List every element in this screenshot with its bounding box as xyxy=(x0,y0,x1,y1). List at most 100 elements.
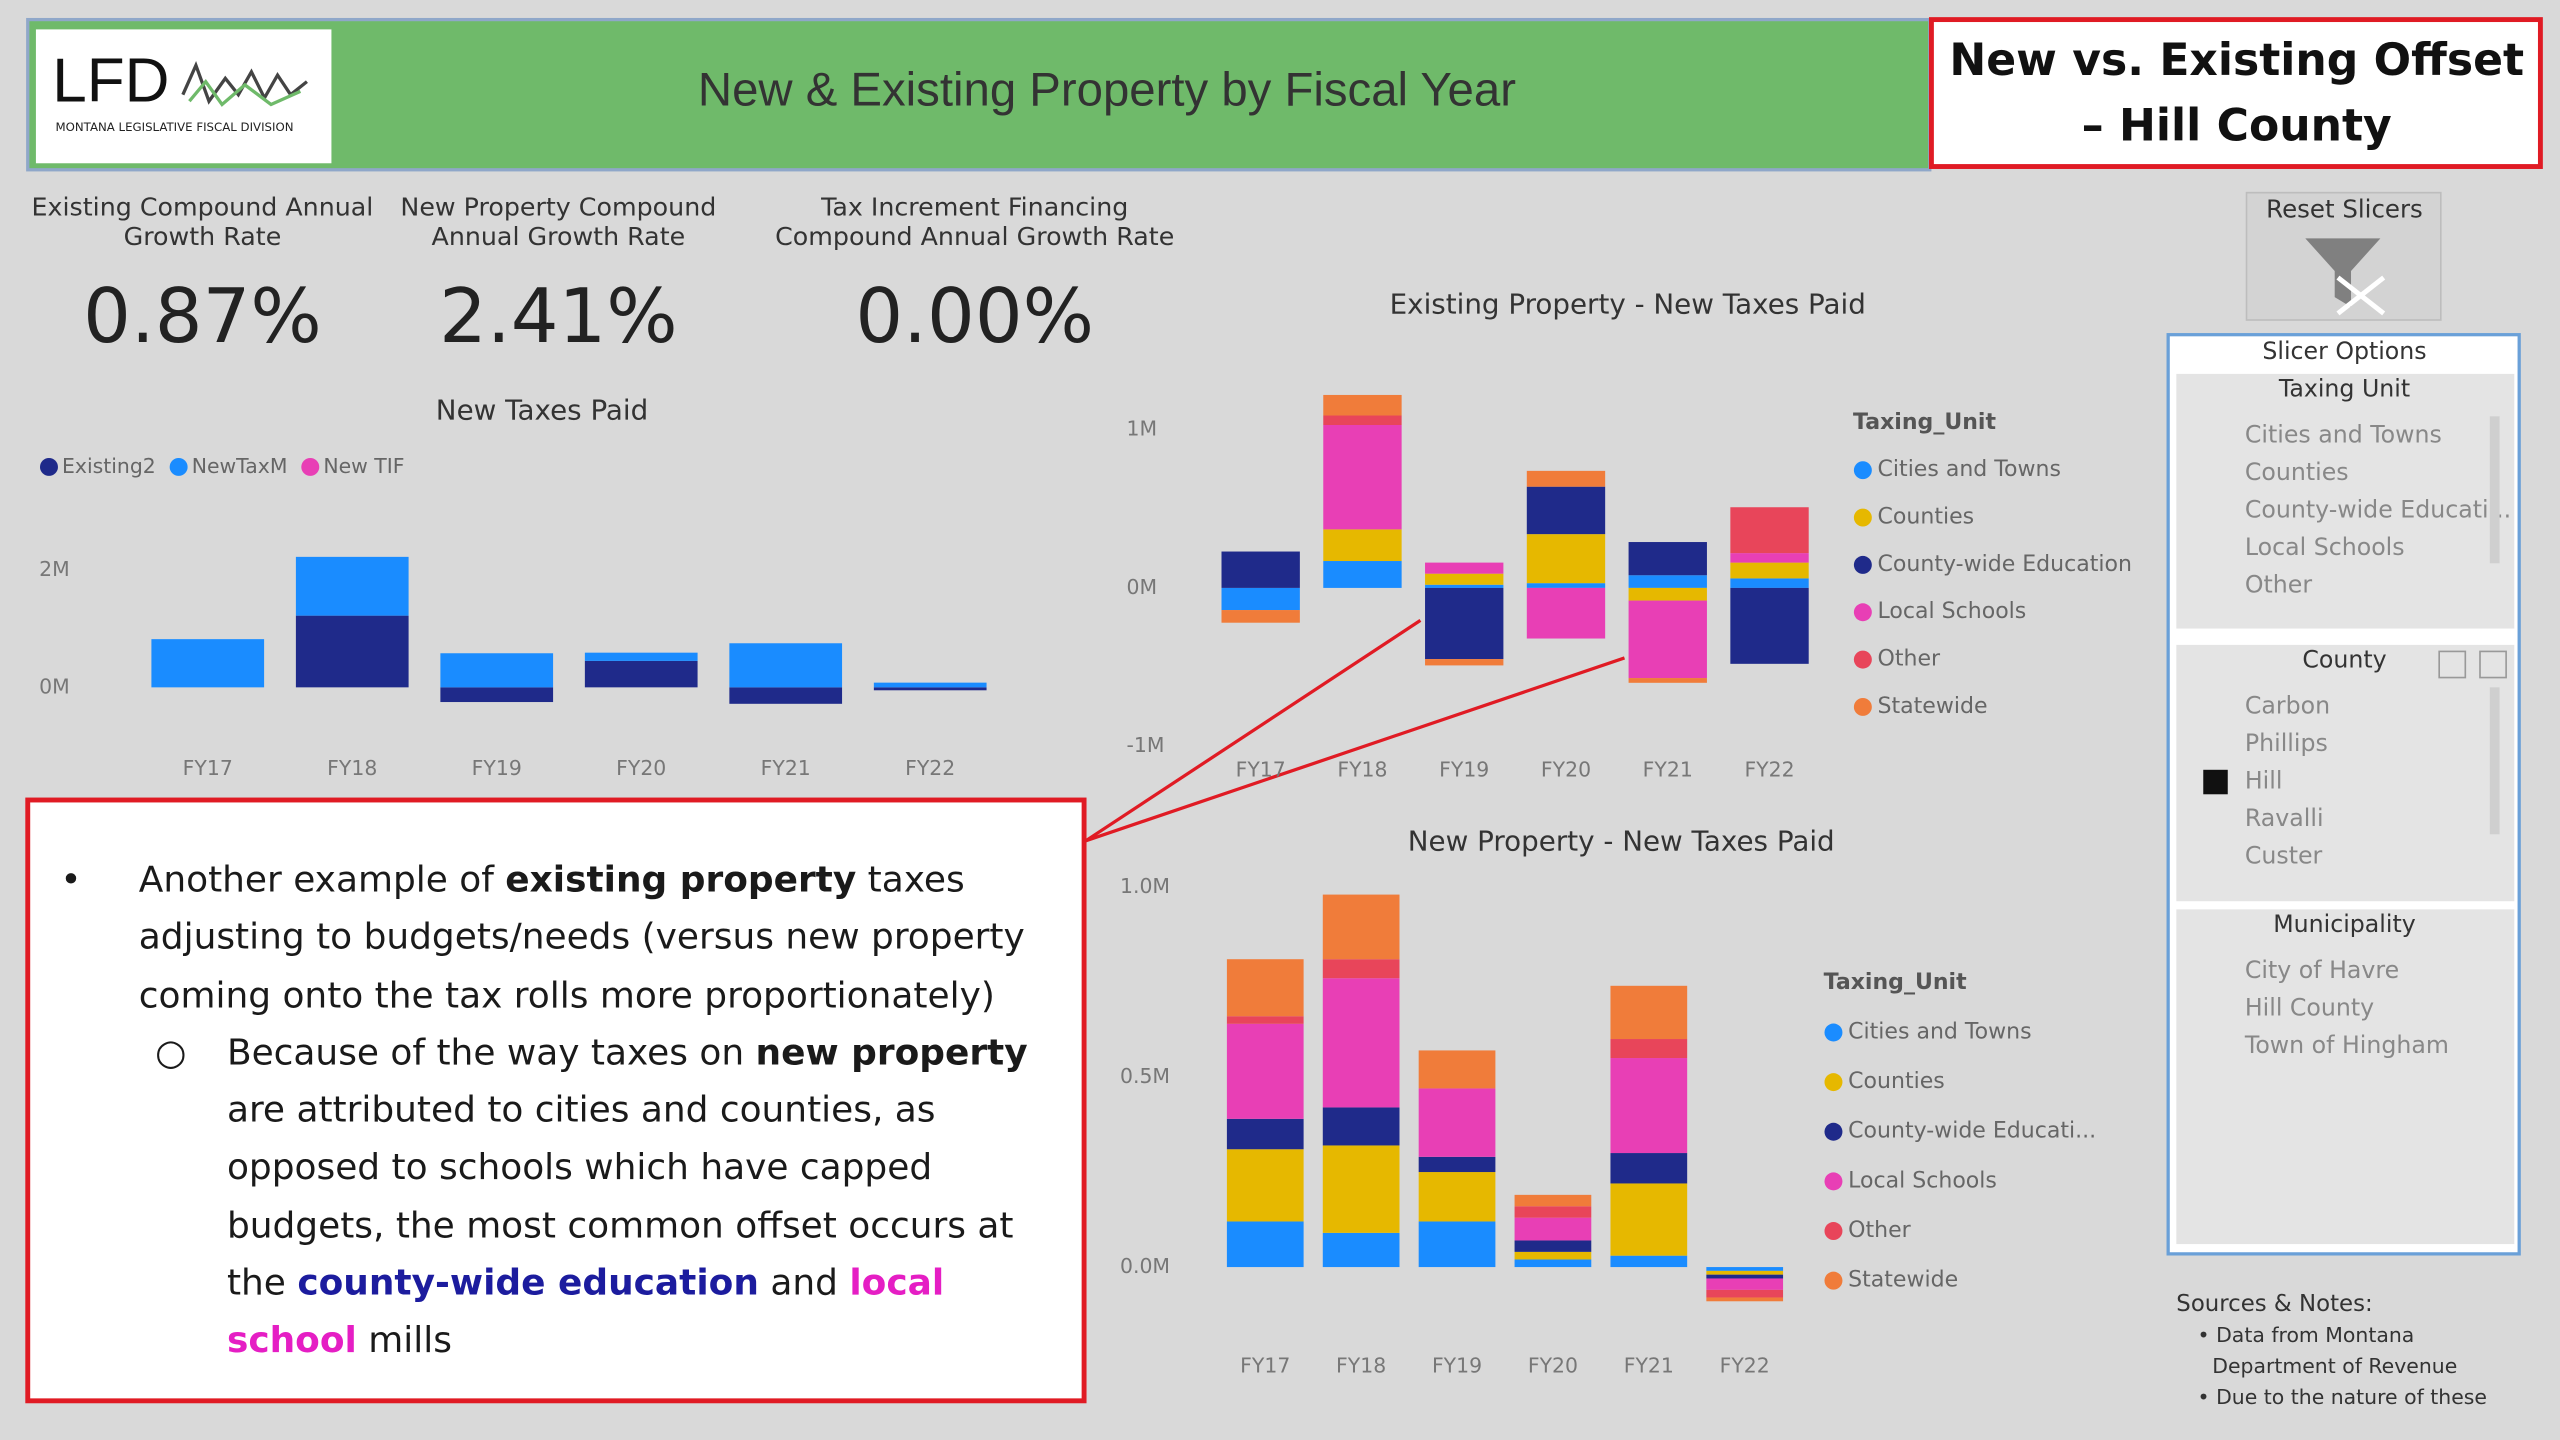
slicer-item[interactable]: County-wide Educati... xyxy=(2245,496,2511,524)
bar-segment xyxy=(1610,1153,1688,1184)
bar-segment xyxy=(1526,587,1606,639)
bar-segment xyxy=(1323,529,1402,562)
bar-segment xyxy=(1730,578,1809,588)
slicer-item[interactable]: Custer xyxy=(2245,842,2323,870)
text: and xyxy=(758,1263,850,1305)
text: new property xyxy=(755,1033,1028,1075)
note-bullet: • xyxy=(2197,1384,2217,1409)
bar-segment xyxy=(729,687,843,704)
note-box: • Data from Montana Department of Revenu… xyxy=(2193,1319,2503,1381)
reset-label[interactable]: Reset Slicers xyxy=(2266,195,2423,224)
connector xyxy=(1084,619,1422,843)
note-bullet: • xyxy=(2197,1322,2217,1347)
bar-segment xyxy=(1226,959,1304,1017)
slicer-item[interactable]: Counties xyxy=(2245,458,2349,486)
logo-caption: MONTANA LEGISLATIVE FISCAL DIVISION xyxy=(56,120,294,134)
bar-segment xyxy=(1628,587,1707,601)
bar-segment xyxy=(1425,587,1504,660)
slicer-item[interactable]: Local Schools xyxy=(2245,533,2405,561)
legend-swatch xyxy=(301,457,320,476)
connector xyxy=(1085,656,1626,843)
x-tick-label: FY19 xyxy=(472,756,522,780)
kpi-label-box: Existing Compound Annual Growth Rate xyxy=(32,193,374,252)
legend-label: Other xyxy=(1848,1218,1911,1243)
bar-segment xyxy=(440,687,554,703)
x-tick-label: FY20 xyxy=(616,756,666,780)
x-tick-label: FY22 xyxy=(1720,1354,1770,1378)
bar-segment xyxy=(1425,573,1504,585)
legend-swatch xyxy=(1824,1172,1843,1191)
bar-segment xyxy=(584,652,698,661)
header-bar xyxy=(26,17,1932,172)
bar-segment xyxy=(1425,584,1504,588)
bar-segment xyxy=(1514,1206,1592,1218)
bar-segment xyxy=(1526,583,1606,588)
bar-segment xyxy=(1526,486,1606,535)
bar-segment xyxy=(1514,1259,1592,1268)
bar-segment xyxy=(1706,1289,1784,1298)
x-tick-label: FY21 xyxy=(1624,1354,1674,1378)
bullet-text: Another example of existing property tax… xyxy=(139,852,1068,1025)
slicer-item[interactable]: Cities and Towns xyxy=(2245,420,2442,448)
bar-segment xyxy=(1514,1251,1592,1260)
legend-label: Cities and Towns xyxy=(1848,1019,2031,1044)
bar-segment xyxy=(1526,470,1606,487)
slicer-item[interactable]: City of Havre xyxy=(2245,956,2399,984)
legend-label: Existing2 xyxy=(62,454,156,478)
bar-segment xyxy=(151,639,265,688)
chart-group: New Taxes Paid 0M 2M FY17 FY18 FY19 FY20 FY21 FY… xyxy=(39,287,2132,1377)
bar-segment xyxy=(1706,1270,1784,1275)
sub-bullet-text: Because of the way taxes on new property… xyxy=(227,1025,1068,1371)
bar-segment xyxy=(1226,1149,1304,1222)
text: local school xyxy=(226,1263,945,1363)
x-tick-label: FY21 xyxy=(1643,758,1693,782)
badge: New vs. Existing Offset – Hill County xyxy=(1949,36,2524,152)
text: mills xyxy=(356,1321,452,1363)
kpi-label: New Property Compound Annual Growth Rate xyxy=(400,192,717,252)
x-tick-label: FY20 xyxy=(1528,1354,1578,1378)
slicer-item[interactable]: Ravalli xyxy=(2245,804,2324,832)
slicer-item[interactable]: Hill xyxy=(2245,767,2283,795)
bar-segment xyxy=(1226,1221,1304,1268)
bar-segment xyxy=(1706,1267,1784,1271)
filter-icon[interactable] xyxy=(2438,650,2467,679)
legend-label: County-wide Educati... xyxy=(1848,1119,2096,1144)
bar-segment xyxy=(1628,575,1707,588)
kpi-label-box: New Property Compound Annual Growth Rate xyxy=(400,192,717,252)
bar-segment xyxy=(1706,1274,1784,1279)
bar-segment xyxy=(1628,542,1707,576)
slicer-item[interactable]: Phillips xyxy=(2245,729,2328,757)
sub-bullet: ○ Because of the way taxes on new propert… xyxy=(60,1025,1067,1371)
text: are attributed to cities and counties, a… xyxy=(226,1090,1014,1305)
legend-swatch xyxy=(1824,1073,1843,1092)
slicer-item[interactable]: Carbon xyxy=(2245,691,2330,719)
y-tick-label: 0M xyxy=(39,674,70,698)
bullet: • Another example of existing property ta… xyxy=(60,852,1067,1025)
bar-segment xyxy=(1425,659,1504,666)
slicer-item[interactable]: Town of Hingham xyxy=(2244,1031,2449,1059)
sources-notes: • Data from Montana Department of Revenu… xyxy=(2193,1319,2503,1409)
logo-mark: LFD xyxy=(52,46,169,115)
legend-label: Counties xyxy=(1878,505,1975,530)
bar-segment xyxy=(1322,959,1400,979)
note: • Data from Montana Department of Revenu… xyxy=(2193,1319,2503,1381)
slicer-item[interactable]: Hill County xyxy=(2245,993,2374,1021)
chart-title: New Taxes Paid xyxy=(436,393,648,426)
note-text: Due to the nature of these xyxy=(2216,1384,2487,1409)
bar-segment xyxy=(584,660,698,688)
checkbox[interactable] xyxy=(2203,769,2228,795)
slicer-item[interactable]: Other xyxy=(2245,571,2312,599)
note-text: Data from Montana Department of Revenue xyxy=(2212,1322,2458,1378)
bar-segment xyxy=(873,687,987,691)
legend-title: Taxing_Unit xyxy=(1853,410,1996,435)
legend-swatch xyxy=(1853,461,1872,480)
x-tick-label: FY19 xyxy=(1439,758,1489,782)
focus-icon[interactable] xyxy=(2479,650,2507,679)
bar-segment xyxy=(1514,1240,1592,1252)
bar-segment xyxy=(1322,1232,1400,1268)
bar-segment xyxy=(1323,394,1402,416)
y-tick-label: -1M xyxy=(1127,733,1165,757)
kpi-label-box: Tax Increment Financing Compound Annual … xyxy=(775,193,1174,252)
legend-label: Cities and Towns xyxy=(1878,457,2061,482)
slicer-section xyxy=(2176,644,2515,902)
